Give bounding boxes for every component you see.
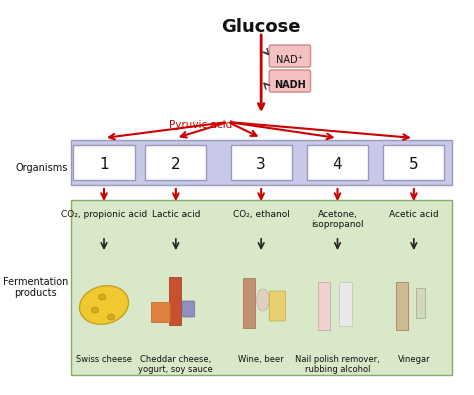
Text: Cheddar cheese,
yogurt, soy sauce: Cheddar cheese, yogurt, soy sauce: [138, 355, 213, 374]
Text: Swiss cheese: Swiss cheese: [76, 355, 132, 364]
Text: Acetone,
isopropanol: Acetone, isopropanol: [311, 210, 364, 229]
Text: Fermentation
products: Fermentation products: [3, 277, 68, 298]
Bar: [383, 145, 444, 180]
Text: NAD⁺: NAD⁺: [276, 55, 303, 65]
Bar: [243, 278, 255, 328]
Ellipse shape: [91, 307, 99, 313]
Bar: [339, 282, 352, 326]
Text: Vinegar: Vinegar: [398, 355, 430, 364]
Bar: [73, 145, 135, 180]
Text: 2: 2: [171, 157, 181, 172]
Ellipse shape: [108, 314, 115, 320]
Bar: [146, 145, 206, 180]
Text: Nail polish remover,
rubbing alcohol: Nail polish remover, rubbing alcohol: [295, 355, 380, 374]
Text: NADH: NADH: [274, 80, 306, 90]
Bar: [71, 200, 453, 375]
Text: CO₂, ethanol: CO₂, ethanol: [233, 210, 290, 219]
Text: Pyruvic acid: Pyruvic acid: [169, 120, 233, 130]
Text: CO₂, propionic acid: CO₂, propionic acid: [61, 210, 147, 219]
FancyBboxPatch shape: [269, 45, 310, 67]
Bar: [169, 277, 181, 325]
Text: Organisms: Organisms: [16, 162, 68, 173]
Ellipse shape: [257, 289, 269, 311]
Bar: [231, 145, 292, 180]
Text: 5: 5: [409, 157, 419, 172]
Bar: [71, 140, 453, 185]
Ellipse shape: [80, 286, 128, 324]
Bar: [318, 282, 330, 330]
Text: Wine, beer: Wine, beer: [238, 355, 284, 364]
Text: Glucose: Glucose: [221, 18, 301, 36]
Text: Lactic acid: Lactic acid: [152, 210, 200, 219]
FancyBboxPatch shape: [182, 301, 195, 317]
Bar: [396, 282, 409, 330]
Bar: [416, 288, 425, 318]
FancyBboxPatch shape: [269, 291, 285, 321]
Text: 4: 4: [333, 157, 342, 172]
FancyBboxPatch shape: [269, 70, 310, 92]
Text: 1: 1: [99, 157, 109, 172]
Ellipse shape: [99, 294, 106, 300]
Text: Acetic acid: Acetic acid: [389, 210, 438, 219]
Text: 3: 3: [256, 157, 266, 172]
Bar: [151, 302, 171, 322]
Bar: [307, 145, 368, 180]
